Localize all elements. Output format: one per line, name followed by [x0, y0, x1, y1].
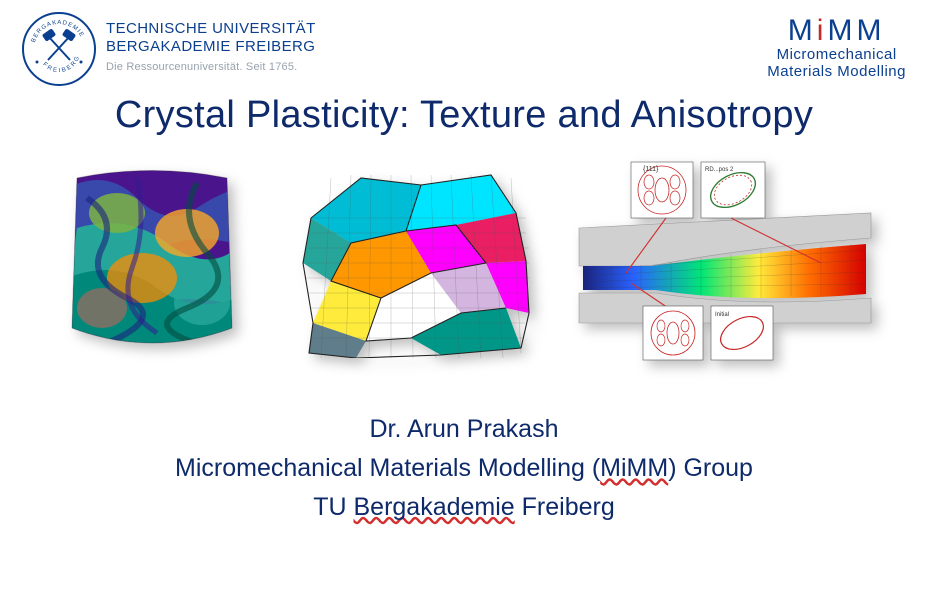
figure-polycrystal-mesh: [291, 163, 536, 358]
author-block: Dr. Arun Prakash Micromechanical Materia…: [0, 410, 928, 526]
seal-arc-top: BERGAKADEMIE: [31, 20, 85, 44]
author-affiliation: TU Bergakademie Freiberg: [0, 488, 928, 527]
university-name-line2: BERGAKADEMIE FREIBERG: [106, 38, 316, 56]
mimm-letter-M3: M: [856, 14, 885, 47]
mimm-letter-M1: M: [788, 14, 817, 47]
author-line2-redline: MiMM: [600, 454, 668, 482]
author-name: Dr. Arun Prakash: [0, 410, 928, 449]
seal-hammers-icon: [43, 30, 75, 60]
university-text: TECHNISCHE UNIVERSITÄT BERGAKADEMIE FREI…: [106, 12, 316, 73]
author-line2-pre: Micromechanical Materials Modelling (: [175, 454, 600, 482]
author-line3-post: Freiberg: [515, 493, 615, 521]
mimm-letter-i: i: [817, 14, 828, 47]
author-line3-redline: Bergakademie: [354, 493, 515, 521]
university-tagline: Die Ressourcenuniversität. Seit 1765.: [106, 61, 316, 73]
figures-row: {111} RD...pos 2: [0, 155, 928, 365]
inset-yield-top: RD...pos 2: [701, 162, 765, 218]
svg-text:{111}: {111}: [643, 166, 659, 173]
mimm-block: MiMM Micromechanical Materials Modelling: [767, 12, 906, 81]
author-group: Micromechanical Materials Modelling (MiM…: [0, 449, 928, 488]
author-line2-post: ) Group: [668, 454, 753, 482]
university-name-line1: TECHNISCHE UNIVERSITÄT: [106, 20, 316, 38]
author-line3-pre: TU: [313, 493, 353, 521]
figure-fem-polefigures: {111} RD...pos 2: [571, 158, 881, 363]
inset-yield-bottom: Initial: [711, 306, 773, 360]
mimm-subtitle-2: Materials Modelling: [767, 63, 906, 80]
inset-pole-figure-top: {111}: [631, 162, 693, 218]
university-seal: BERGAKADEMIE FREIBERG: [22, 12, 96, 86]
seal-arc-bottom: FREIBERG: [41, 54, 81, 74]
mimm-logo: MiMM: [767, 16, 906, 46]
svg-text:RD...pos 2: RD...pos 2: [705, 167, 734, 173]
university-block: BERGAKADEMIE FREIBERG TECHNISCHE UNIVERS…: [22, 12, 316, 86]
inset-pole-figure-bottom: [643, 306, 703, 360]
header: BERGAKADEMIE FREIBERG TECHNISCHE UNIVERS…: [0, 0, 928, 86]
mimm-letter-M2: M: [827, 14, 856, 47]
mimm-subtitle-1: Micromechanical: [767, 46, 906, 63]
figure-microstructure: [47, 158, 257, 363]
svg-text:BERGAKADEMIE: BERGAKADEMIE: [31, 20, 85, 44]
slide-title: Crystal Plasticity: Texture and Anisotro…: [0, 94, 928, 137]
svg-text:FREIBERG: FREIBERG: [41, 54, 81, 74]
svg-text:Initial: Initial: [715, 312, 729, 318]
